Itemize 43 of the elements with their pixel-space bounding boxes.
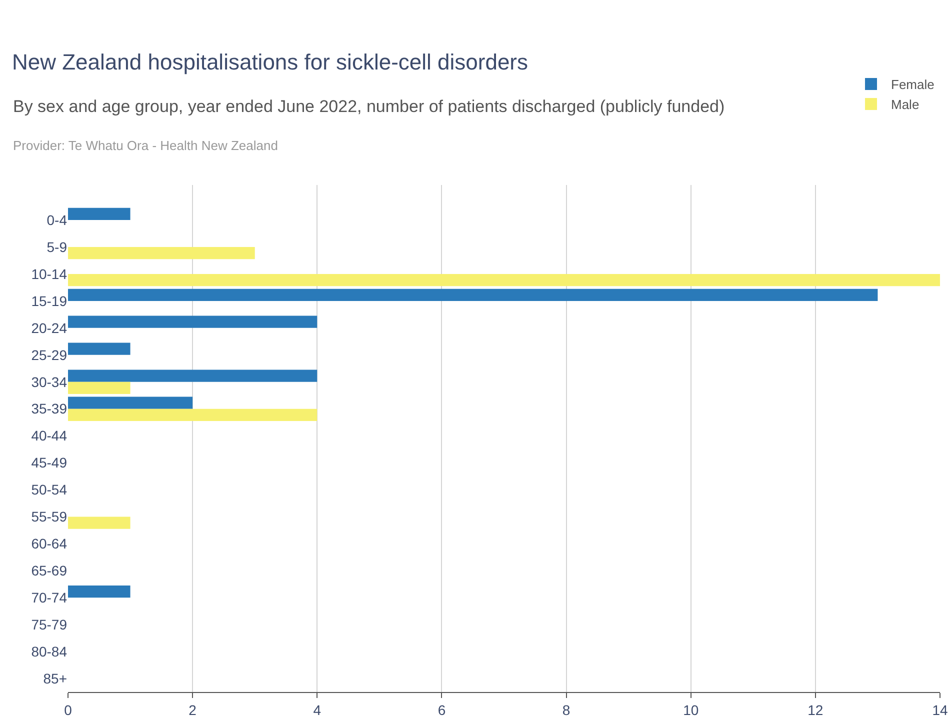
y-tick-label: 25-29 (31, 346, 68, 363)
y-tick-label: 20-24 (31, 320, 68, 336)
bar (68, 408, 318, 421)
y-tick-label: 80-84 (31, 643, 68, 660)
bar (68, 247, 255, 260)
bar (68, 516, 130, 529)
y-tick-label: 75-79 (31, 616, 68, 632)
bar (68, 274, 940, 286)
x-tick-label: 2 (188, 702, 197, 718)
y-tick-label: 50-54 (31, 482, 68, 498)
x-tick-label: 6 (438, 702, 446, 718)
bar (68, 370, 318, 382)
bar (68, 342, 130, 355)
bar (68, 382, 130, 394)
x-tick-label: 14 (932, 702, 948, 718)
x-tick-label: 12 (808, 702, 824, 718)
x-tick-label: 0 (64, 702, 72, 718)
y-tick-label: 10-14 (31, 266, 68, 282)
chart-subtitle: By sex and age group, year ended June 2022, number of patients discharged (publicly funded) (13, 97, 725, 116)
y-tick-label: 0-4 (46, 212, 68, 228)
legend-label: Male (891, 97, 920, 112)
y-tick-label: 15-19 (31, 292, 68, 309)
y-tick-label: 45-49 (31, 454, 68, 471)
bar (68, 208, 130, 220)
bar (68, 585, 130, 598)
y-tick-label: 5-9 (46, 238, 68, 255)
y-tick-label: 30-34 (31, 374, 68, 390)
y-tick-label: 35-39 (31, 400, 68, 417)
legend-label: Female (891, 77, 934, 92)
y-tick-label: 60-64 (31, 536, 68, 552)
x-tick-label: 4 (313, 702, 322, 718)
x-tick-label: 10 (683, 702, 699, 718)
bar (68, 288, 878, 301)
text: Provider: Te Whatu Ora - Health New Zealand (13, 138, 278, 153)
chart-title: New Zealand hospitalisations for sickle-cell disorders (12, 50, 528, 75)
y-tick-label: 70-74 (31, 590, 68, 606)
y-tick-label: 40-44 (31, 428, 68, 444)
bar (68, 316, 318, 328)
y-tick-label: 55-59 (31, 508, 68, 525)
y-tick-label: 65-69 (31, 562, 68, 579)
y-tick-label: 85+ (43, 670, 67, 686)
bar (68, 396, 193, 409)
x-tick-label: 8 (562, 702, 570, 718)
